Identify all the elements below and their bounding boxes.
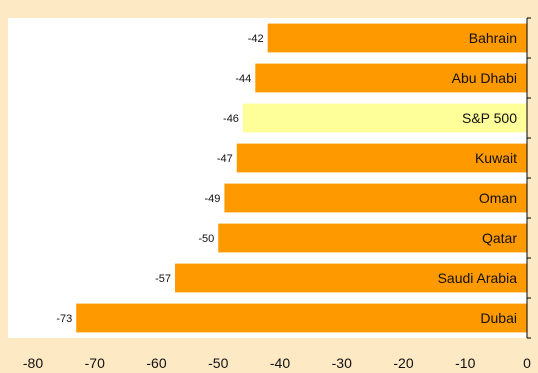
category-label-qatar: Qatar [482,230,517,246]
value-label-oman: -49 [205,193,221,205]
bar-abu-dhabi [255,63,528,93]
category-label-abu-dhabi: Abu Dhabi [452,70,517,86]
bar-kuwait [236,143,527,173]
bar-oman [224,183,528,213]
value-label-bahrain: -42 [248,33,264,45]
x-tick-labels: -80 -70 -60 -50 -40 -30 -20 -10 0 [23,355,531,371]
x-tick-label: 0 [523,355,531,371]
value-label-dubai: -73 [56,313,72,325]
value-label-saudi-arabia: -57 [155,273,171,285]
x-tick-label: -60 [146,355,166,371]
bars-group: Bahrain -42 Abu Dhabi -44 S&P 500 -46 Kuwait -4… [56,23,528,333]
x-tick-label: -20 [393,355,413,371]
x-tick-label: -50 [208,355,228,371]
category-label-dubai: Dubai [480,310,517,326]
x-tick-label: -80 [23,355,43,371]
bar-bahrain [267,23,527,53]
value-label-abu-dhabi: -44 [235,73,251,85]
value-label-s-p-500: -46 [223,113,239,125]
x-tick-label: -10 [455,355,475,371]
bar-s-p-500 [242,103,527,133]
category-label-oman: Oman [479,190,517,206]
value-label-qatar: -50 [198,233,214,245]
category-label-bahrain: Bahrain [469,30,517,46]
x-tick-label: -70 [85,355,105,371]
x-tick-label: -40 [270,355,290,371]
bar-saudi-arabia [175,263,527,293]
category-label-s-p-500: S&P 500 [462,110,517,126]
x-tick-label: -30 [332,355,352,371]
category-label-saudi-arabia: Saudi Arabia [438,270,518,286]
bar-qatar [218,223,527,253]
bar-dubai [76,303,527,333]
axes-group [526,17,531,339]
category-label-kuwait: Kuwait [475,150,517,166]
value-label-kuwait: -47 [217,153,233,165]
